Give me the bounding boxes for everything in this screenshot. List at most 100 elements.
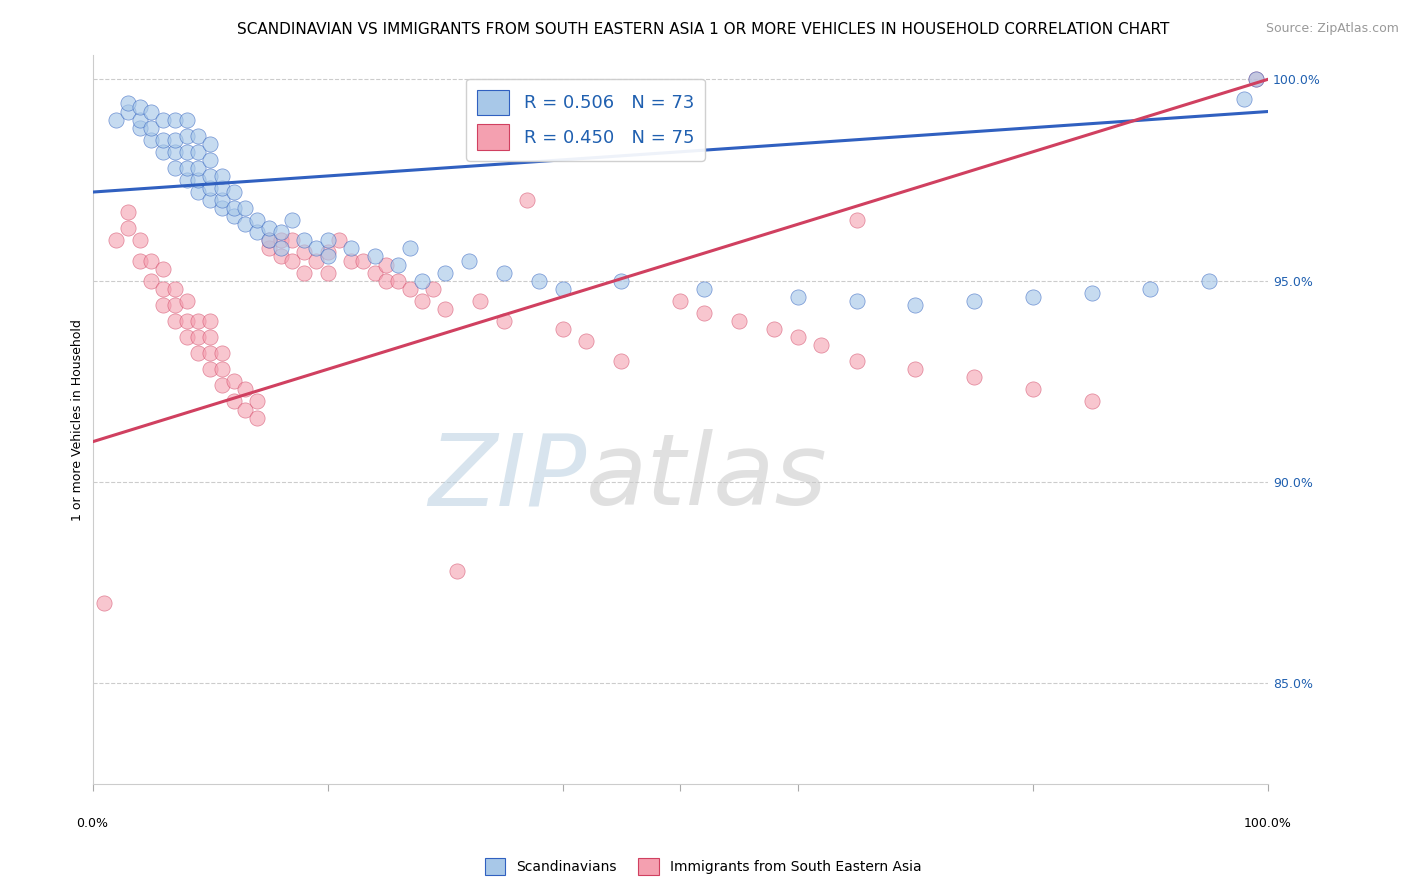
Point [1198, 274, 1220, 288]
Point [270, 225, 292, 239]
Point [141, 253, 163, 268]
Point [187, 161, 209, 175]
Point [141, 133, 163, 147]
Point [117, 104, 139, 119]
Point [516, 193, 538, 207]
Point [1022, 290, 1045, 304]
Point [152, 112, 174, 127]
Point [399, 242, 422, 256]
Point [281, 253, 304, 268]
Point [786, 330, 808, 344]
Point [176, 128, 198, 143]
Point [198, 153, 221, 167]
Point [222, 374, 245, 388]
Point [375, 258, 398, 272]
Point [845, 354, 868, 368]
Point [152, 261, 174, 276]
Point [163, 145, 186, 159]
Text: 100.0%: 100.0% [1244, 817, 1292, 830]
Point [257, 242, 280, 256]
Point [281, 233, 304, 247]
Point [235, 383, 257, 397]
Point [176, 293, 198, 308]
Point [187, 145, 209, 159]
Point [1080, 394, 1102, 409]
Point [235, 217, 257, 231]
Point [105, 112, 128, 127]
Point [152, 282, 174, 296]
Text: 0.0%: 0.0% [76, 817, 108, 830]
Point [551, 282, 574, 296]
Point [128, 233, 150, 247]
Text: atlas: atlas [586, 429, 828, 526]
Point [963, 370, 986, 384]
Point [211, 378, 233, 392]
Point [457, 253, 479, 268]
Point [222, 201, 245, 215]
Point [187, 173, 209, 187]
Point [305, 253, 328, 268]
Point [316, 266, 339, 280]
Point [128, 120, 150, 135]
Point [176, 145, 198, 159]
Point [246, 394, 269, 409]
Point [1244, 72, 1267, 87]
Point [810, 338, 832, 352]
Point [163, 112, 186, 127]
Point [492, 266, 515, 280]
Point [211, 362, 233, 376]
Y-axis label: 1 or more Vehicles in Household: 1 or more Vehicles in Household [72, 318, 84, 521]
Point [763, 322, 786, 336]
Point [105, 233, 128, 247]
Point [257, 233, 280, 247]
Point [669, 293, 692, 308]
Point [222, 185, 245, 199]
Point [222, 394, 245, 409]
Point [316, 233, 339, 247]
Point [176, 173, 198, 187]
Point [235, 201, 257, 215]
Point [198, 169, 221, 183]
Point [352, 253, 374, 268]
Text: ZIP: ZIP [427, 429, 586, 526]
Point [270, 242, 292, 256]
Point [904, 298, 927, 312]
Point [163, 298, 186, 312]
Point [786, 290, 808, 304]
Point [387, 274, 409, 288]
Point [845, 293, 868, 308]
Point [1139, 282, 1161, 296]
Point [187, 346, 209, 360]
Point [963, 293, 986, 308]
Point [152, 145, 174, 159]
Point [211, 193, 233, 207]
Point [187, 185, 209, 199]
Point [270, 233, 292, 247]
Point [141, 120, 163, 135]
Point [281, 213, 304, 227]
Point [845, 213, 868, 227]
Point [187, 314, 209, 328]
Text: Source: ZipAtlas.com: Source: ZipAtlas.com [1265, 22, 1399, 36]
Point [198, 346, 221, 360]
Point [728, 314, 751, 328]
Point [470, 293, 492, 308]
Point [176, 330, 198, 344]
Point [93, 596, 115, 610]
Point [387, 258, 409, 272]
Point [211, 169, 233, 183]
Point [904, 362, 927, 376]
Point [411, 274, 433, 288]
Point [117, 221, 139, 235]
Point [257, 233, 280, 247]
Point [305, 242, 328, 256]
Point [211, 181, 233, 195]
Point [328, 233, 350, 247]
Point [363, 266, 385, 280]
Point [198, 314, 221, 328]
Point [187, 330, 209, 344]
Point [152, 298, 174, 312]
Point [246, 410, 269, 425]
Point [422, 282, 444, 296]
Point [340, 253, 363, 268]
